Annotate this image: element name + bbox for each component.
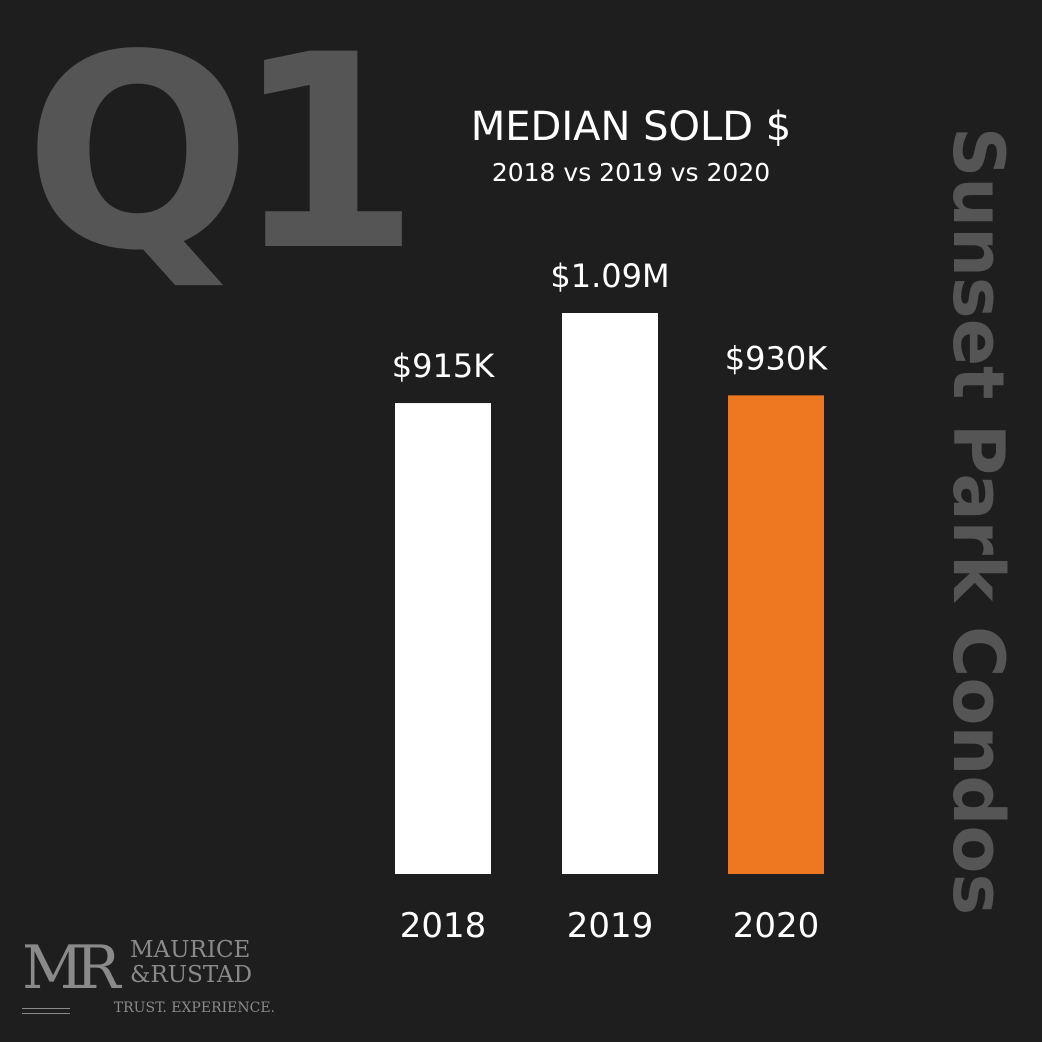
company-logo: MR MAURICE &RUSTAD TRUST. EXPERIENCE. [20,938,275,1020]
category-label-2018: 2018 [400,906,487,946]
data-label-2019: $1.09M [550,257,669,295]
logo-name: MAURICE &RUSTAD [130,938,252,988]
logo-name-line1: MAURICE [130,937,251,963]
bar-2019 [562,313,658,874]
category-label-2019: 2019 [567,906,654,946]
chart-subtitle: 2018 vs 2019 vs 2020 [491,158,771,187]
chart-title: MEDIAN SOLD $ [470,104,792,150]
logo-rule [22,1008,70,1014]
category-label-2020: 2020 [733,906,820,946]
data-label-2018: $915K [392,347,495,385]
quarter-label: Q1 [24,0,420,310]
logo-monogram: MR [22,933,121,1003]
bar-2020 [728,395,824,874]
logo-tagline: TRUST. EXPERIENCE. [113,1000,275,1016]
data-label-2020: $930K [725,339,828,377]
bar-2018 [395,403,491,874]
logo-name-line2: &RUSTAD [130,962,253,988]
